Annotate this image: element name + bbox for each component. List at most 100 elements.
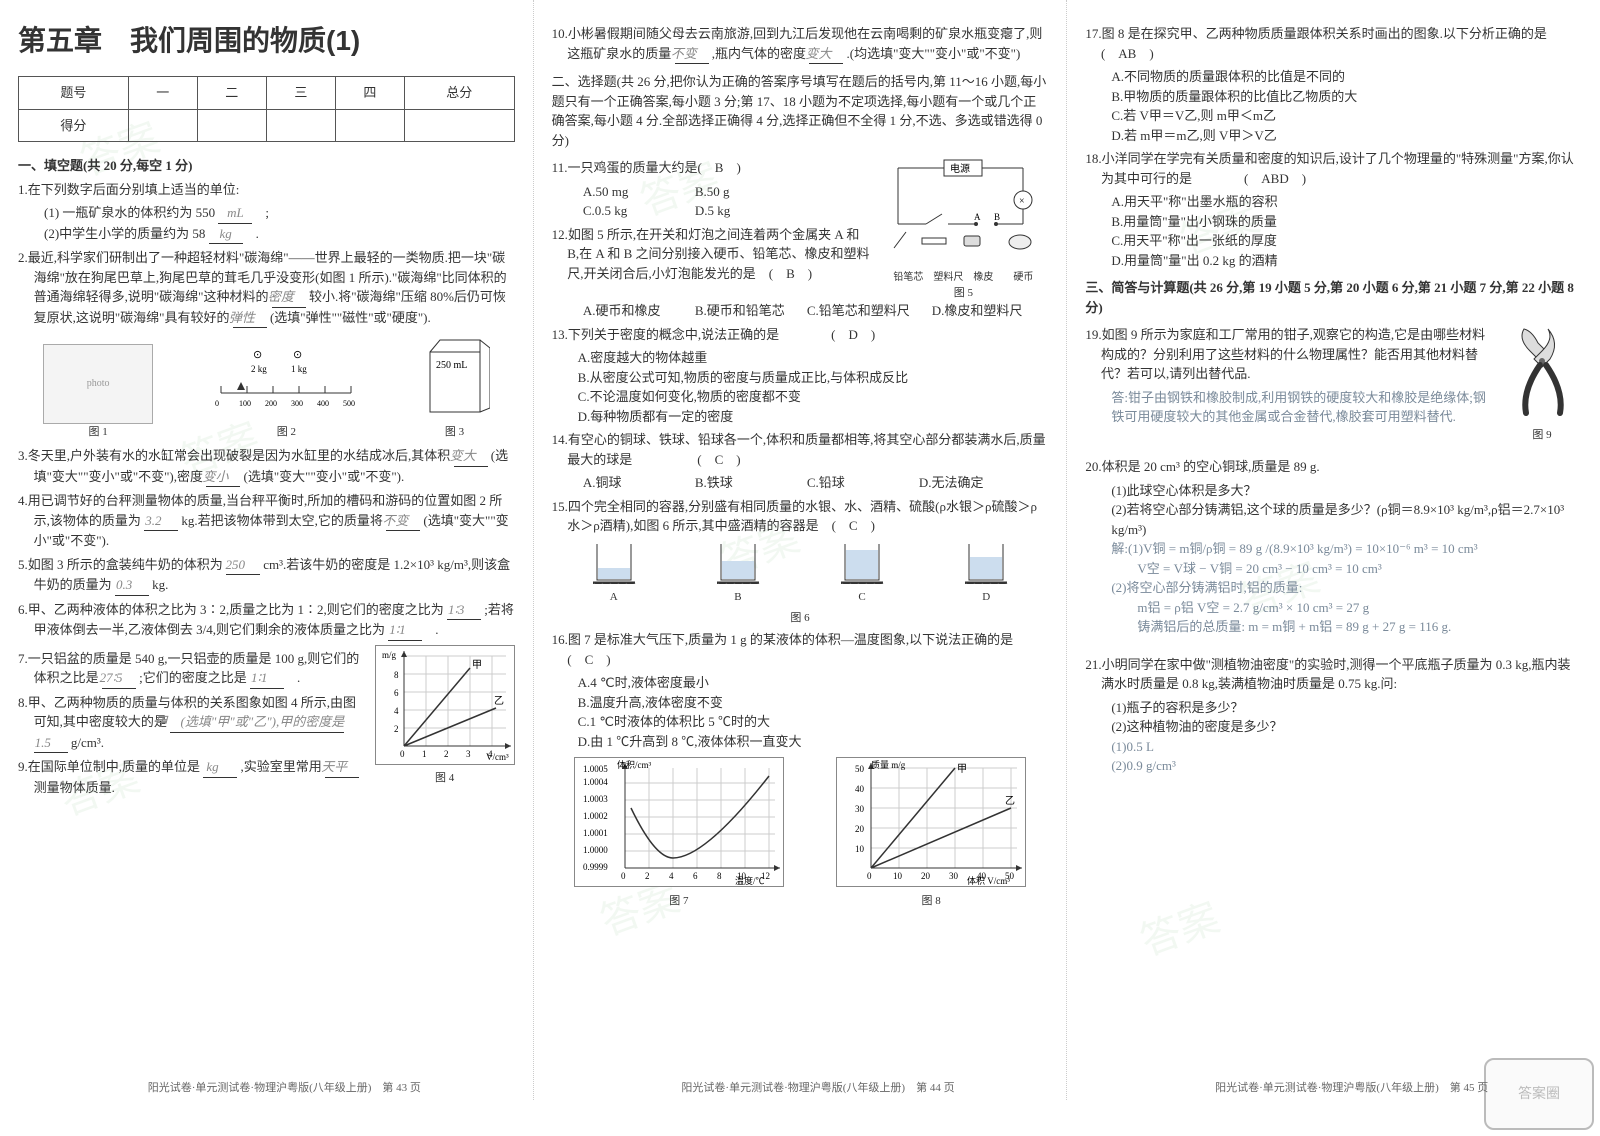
svg-text:体积 V/cm³: 体积 V/cm³ — [967, 875, 1010, 886]
q20: 20.体积是 20 cm³ 的空心铜球,质量是 89 g. — [1085, 457, 1582, 477]
svg-text:1.0002: 1.0002 — [583, 811, 608, 821]
fig2-label: 图 2 — [211, 424, 361, 441]
q16d: D.由 1 ℃升高到 8 ℃,液体体积一直变大 — [552, 732, 1049, 752]
q18a: A.用天平"称"出墨水瓶的容积 — [1085, 192, 1582, 212]
footer-1: 阳光试卷·单元测试卷·物理沪粤版(八年级上册) 第 43 页 — [18, 1080, 551, 1097]
score-h3: 三 — [266, 77, 335, 110]
svg-text:200: 200 — [265, 399, 277, 408]
svg-text:10: 10 — [737, 871, 747, 881]
q13: 13.下列关于密度的概念中,说法正确的是 ( D ) — [552, 325, 1049, 345]
fig1-label: 图 1 — [43, 424, 153, 441]
svg-text:×: × — [1019, 196, 1025, 207]
q18b: B.用量筒"量"出小钢珠的质量 — [1085, 212, 1582, 232]
q12-opts: A.硬币和橡皮 B.硬币和铅笔芯 C.铅笔芯和塑料尺 D.橡皮和塑料尺 — [552, 301, 1049, 321]
svg-text:A: A — [974, 212, 981, 222]
svg-text:m/g: m/g — [382, 650, 397, 660]
svg-text:2: 2 — [645, 871, 650, 881]
q9-b2: 天平 — [325, 757, 359, 778]
q1b-blank: kg — [209, 224, 243, 245]
score-h2: 二 — [197, 77, 266, 110]
fig9-label: 图 9 — [1502, 427, 1582, 444]
fig3-label: 图 3 — [420, 424, 490, 441]
q11: 11.一只鸡蛋的质量大约是( B ) — [552, 158, 873, 178]
q18d: D.用量筒"量"出 0.2 kg 的酒精 — [1085, 251, 1582, 271]
column-2: 10.小彬暑假期间随父母去云南旅游,回到九江后发现他在云南喝剩的矿泉水瓶变瘪了,… — [534, 0, 1068, 1100]
fig8-label: 图 8 — [836, 893, 1026, 910]
footer-3: 阳光试卷·单元测试卷·物理沪粤版(八年级上册) 第 45 页 — [1085, 1080, 1600, 1097]
q1: 1.在下列数字后面分别填上适当的单位: — [18, 180, 515, 200]
svg-text:0.9999: 0.9999 — [583, 862, 608, 872]
q16b: B.温度升高,液体密度不变 — [552, 693, 1049, 713]
svg-text:2: 2 — [444, 749, 449, 759]
q20-s2: V空 = V球 − V铜 = 20 cm³ − 10 cm³ = 10 cm³ — [1085, 559, 1582, 579]
q2-blank1: 密度 — [272, 287, 306, 308]
column-1: 第五章 我们周围的物质(1) 题号 一 二 三 四 总分 得分 一、填空题(共 … — [0, 0, 534, 1100]
q21: 21.小明同学在家中做"测植物油密度"的实验时,测得一个平底瓶子质量为 0.3 … — [1085, 655, 1582, 694]
q5: 5.如图 3 所示的盒装纯牛奶的体积为 250 cm³.若该牛奶的密度是 1.2… — [18, 555, 515, 596]
q4-b1: 3.2 — [144, 511, 178, 532]
q16a: A.4 ℃时,液体密度最小 — [552, 673, 1049, 693]
q4-b2: 不变 — [386, 511, 420, 532]
q20-s5: 铸满铝后的总质量: m = m铜 + m铝 = 89 g + 27 g = 11… — [1085, 617, 1582, 637]
section1-head: 一、填空题(共 20 分,每空 1 分) — [18, 156, 515, 176]
svg-text:30: 30 — [855, 804, 865, 814]
svg-text:⊙: ⊙ — [253, 349, 262, 361]
chart-fig4: 甲 乙 m/g V/cm³ 01234 2468 — [375, 645, 515, 765]
q20b: (2)若将空心部分铸满铝,这个球的质量是多少？(ρ铜＝8.9×10³ kg/m³… — [1085, 500, 1582, 539]
q4: 4.用已调节好的台秤测量物体的质量,当台秤平衡时,所加的槽码和游码的位置如图 2… — [18, 491, 515, 551]
q13d: D.每种物质都有一定的密度 — [552, 407, 1049, 427]
q7: 7.一只铝盆的质量是 540 g,一只铝壶的质量是 100 g,则它们的体积之比… — [18, 649, 367, 689]
q6-b2: 1∶1 — [388, 620, 422, 641]
q10: 10.小彬暑假期间随父母去云南旅游,回到九江后发现他在云南喝剩的矿泉水瓶变瘪了,… — [552, 24, 1049, 64]
svg-text:体积/cm³: 体积/cm³ — [617, 759, 651, 770]
q21b: (2)这种植物油的密度是多少？ — [1085, 717, 1582, 737]
section2-head: 二、选择题(共 26 分,把你认为正确的答案序号填写在题后的括号内,第 11～1… — [552, 72, 1049, 150]
q3: 3.冬天里,户外装有水的水缸常会出现破裂是因为水缸里的水结成冰后,其体积 变大 … — [18, 446, 515, 487]
q5-b2: 0.3 — [115, 575, 149, 596]
q1a: (1) 一瓶矿泉水的体积约为 550 mL ; — [18, 203, 515, 224]
fig4-label: 图 4 — [375, 770, 515, 787]
svg-text:250 mL: 250 mL — [436, 360, 467, 371]
q21-a1: (1)0.5 L — [1085, 737, 1582, 757]
q10-b2: 变大 — [809, 44, 843, 65]
svg-text:0: 0 — [400, 749, 405, 759]
q6: 6.甲、乙两种液体的体积之比为 3∶2,质量之比为 1∶2,则它们的密度之比为 … — [18, 600, 515, 641]
q10-b1: 不变 — [675, 44, 709, 65]
svg-text:1.0001: 1.0001 — [583, 828, 608, 838]
q9-b1: kg — [203, 757, 237, 778]
q13a: A.密度越大的物体越重 — [552, 348, 1049, 368]
q20-s4: m铝 = ρ铝 V空 = 2.7 g/cm³ × 10 cm³ = 27 g — [1085, 598, 1582, 618]
score-h0: 题号 — [19, 77, 129, 110]
q14: 14.有空心的铜球、铁球、铅球各一个,体积和质量都相等,将其空心部分都装满水后,… — [552, 430, 1049, 469]
q17d: D.若 m甲＝m乙,则 V甲＞V乙 — [1085, 126, 1582, 146]
q21-a2: (2)0.9 g/cm³ — [1085, 756, 1582, 776]
q8-b1: 甲 (选填"甲"或"乙"),甲的密度是 — [170, 712, 344, 733]
column-3: 17.图 8 是在探究甲、乙两种物质质量跟体积关系时画出的图象.以下分析正确的是… — [1067, 0, 1600, 1100]
q16: 16.图 7 是标准大气压下,质量为 1 g 的某液体的体积—温度图象,以下说法… — [552, 630, 1049, 669]
q7-b2: 1∶1 — [250, 668, 284, 689]
svg-text:10: 10 — [893, 871, 903, 881]
q18: 18.小洋同学在学完有关质量和密度的知识后,设计了几个物理量的"特殊测量"方案,… — [1085, 149, 1582, 188]
svg-text:0: 0 — [215, 399, 219, 408]
footer-2: 阳光试卷·单元测试卷·物理沪粤版(八年级上册) 第 44 页 — [552, 1080, 1085, 1097]
q13b: B.从密度公式可知,物质的密度与质量成正比,与体积成反比 — [552, 368, 1049, 388]
fig7-label: 图 7 — [574, 893, 784, 910]
svg-text:6: 6 — [693, 871, 698, 881]
q21a: (1)瓶子的容积是多少？ — [1085, 698, 1582, 718]
svg-text:3: 3 — [466, 749, 471, 759]
q2-blank2: 弹性 — [233, 308, 267, 329]
svg-text:1 kg: 1 kg — [291, 364, 307, 374]
svg-text:50: 50 — [855, 764, 865, 774]
q5-b1: 250 — [226, 555, 260, 576]
q20-s3: (2)将空心部分铸满铝时,铝的质量: — [1085, 578, 1582, 598]
svg-text:40: 40 — [855, 784, 865, 794]
svg-text:4: 4 — [669, 871, 674, 881]
section3-head: 三、简答与计算题(共 26 分,第 19 小题 5 分,第 20 小题 6 分,… — [1085, 278, 1582, 317]
q14-opts: A.铜球 B.铁球 C.铅球 D.无法确定 — [552, 473, 1049, 493]
fig5-sublabels: 铅笔芯 塑料尺 橡皮 硬币 — [878, 270, 1048, 285]
q12: 12.如图 5 所示,在开关和灯泡之间连着两个金属夹 A 和 B,在 A 和 B… — [552, 225, 873, 284]
svg-text:10: 10 — [855, 844, 865, 854]
chapter-title: 第五章 我们周围的物质(1) — [18, 20, 515, 62]
svg-text:300: 300 — [291, 399, 303, 408]
fig3-milkbox: 250 mL — [420, 334, 490, 418]
